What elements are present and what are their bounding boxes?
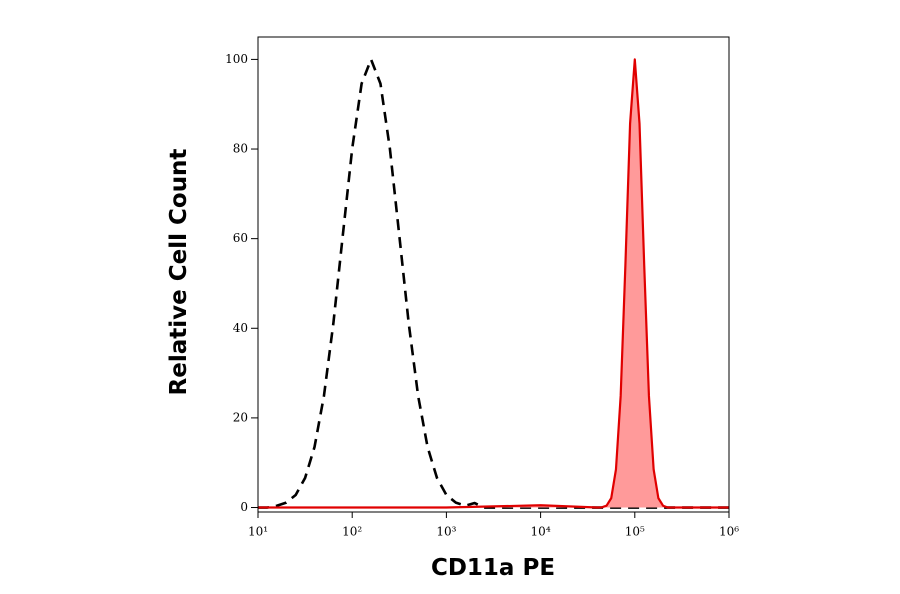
y-tick-label: 20 (233, 410, 248, 424)
x-tick-label: 10³ (436, 525, 456, 539)
y-tick-label: 100 (225, 52, 248, 66)
x-tick-label: 10² (342, 525, 362, 539)
line (258, 58, 729, 509)
y-tick-label: 80 (233, 142, 248, 156)
area (258, 59, 729, 508)
y-tick-label: 40 (233, 321, 248, 335)
x-axis-label: CD11a PE (431, 555, 555, 581)
plot-frame (257, 36, 730, 513)
x-tick-label: 10⁵ (625, 525, 645, 539)
line (258, 58, 729, 509)
y-tick-label: 60 (233, 231, 248, 245)
y-tick-label: 0 (240, 500, 248, 514)
x-tick-label: 10⁶ (719, 525, 739, 539)
x-tick-label: 10⁴ (531, 525, 551, 539)
x-tick-label: 10¹ (248, 525, 268, 539)
y-axis-label: Relative Cell Count (166, 149, 192, 396)
